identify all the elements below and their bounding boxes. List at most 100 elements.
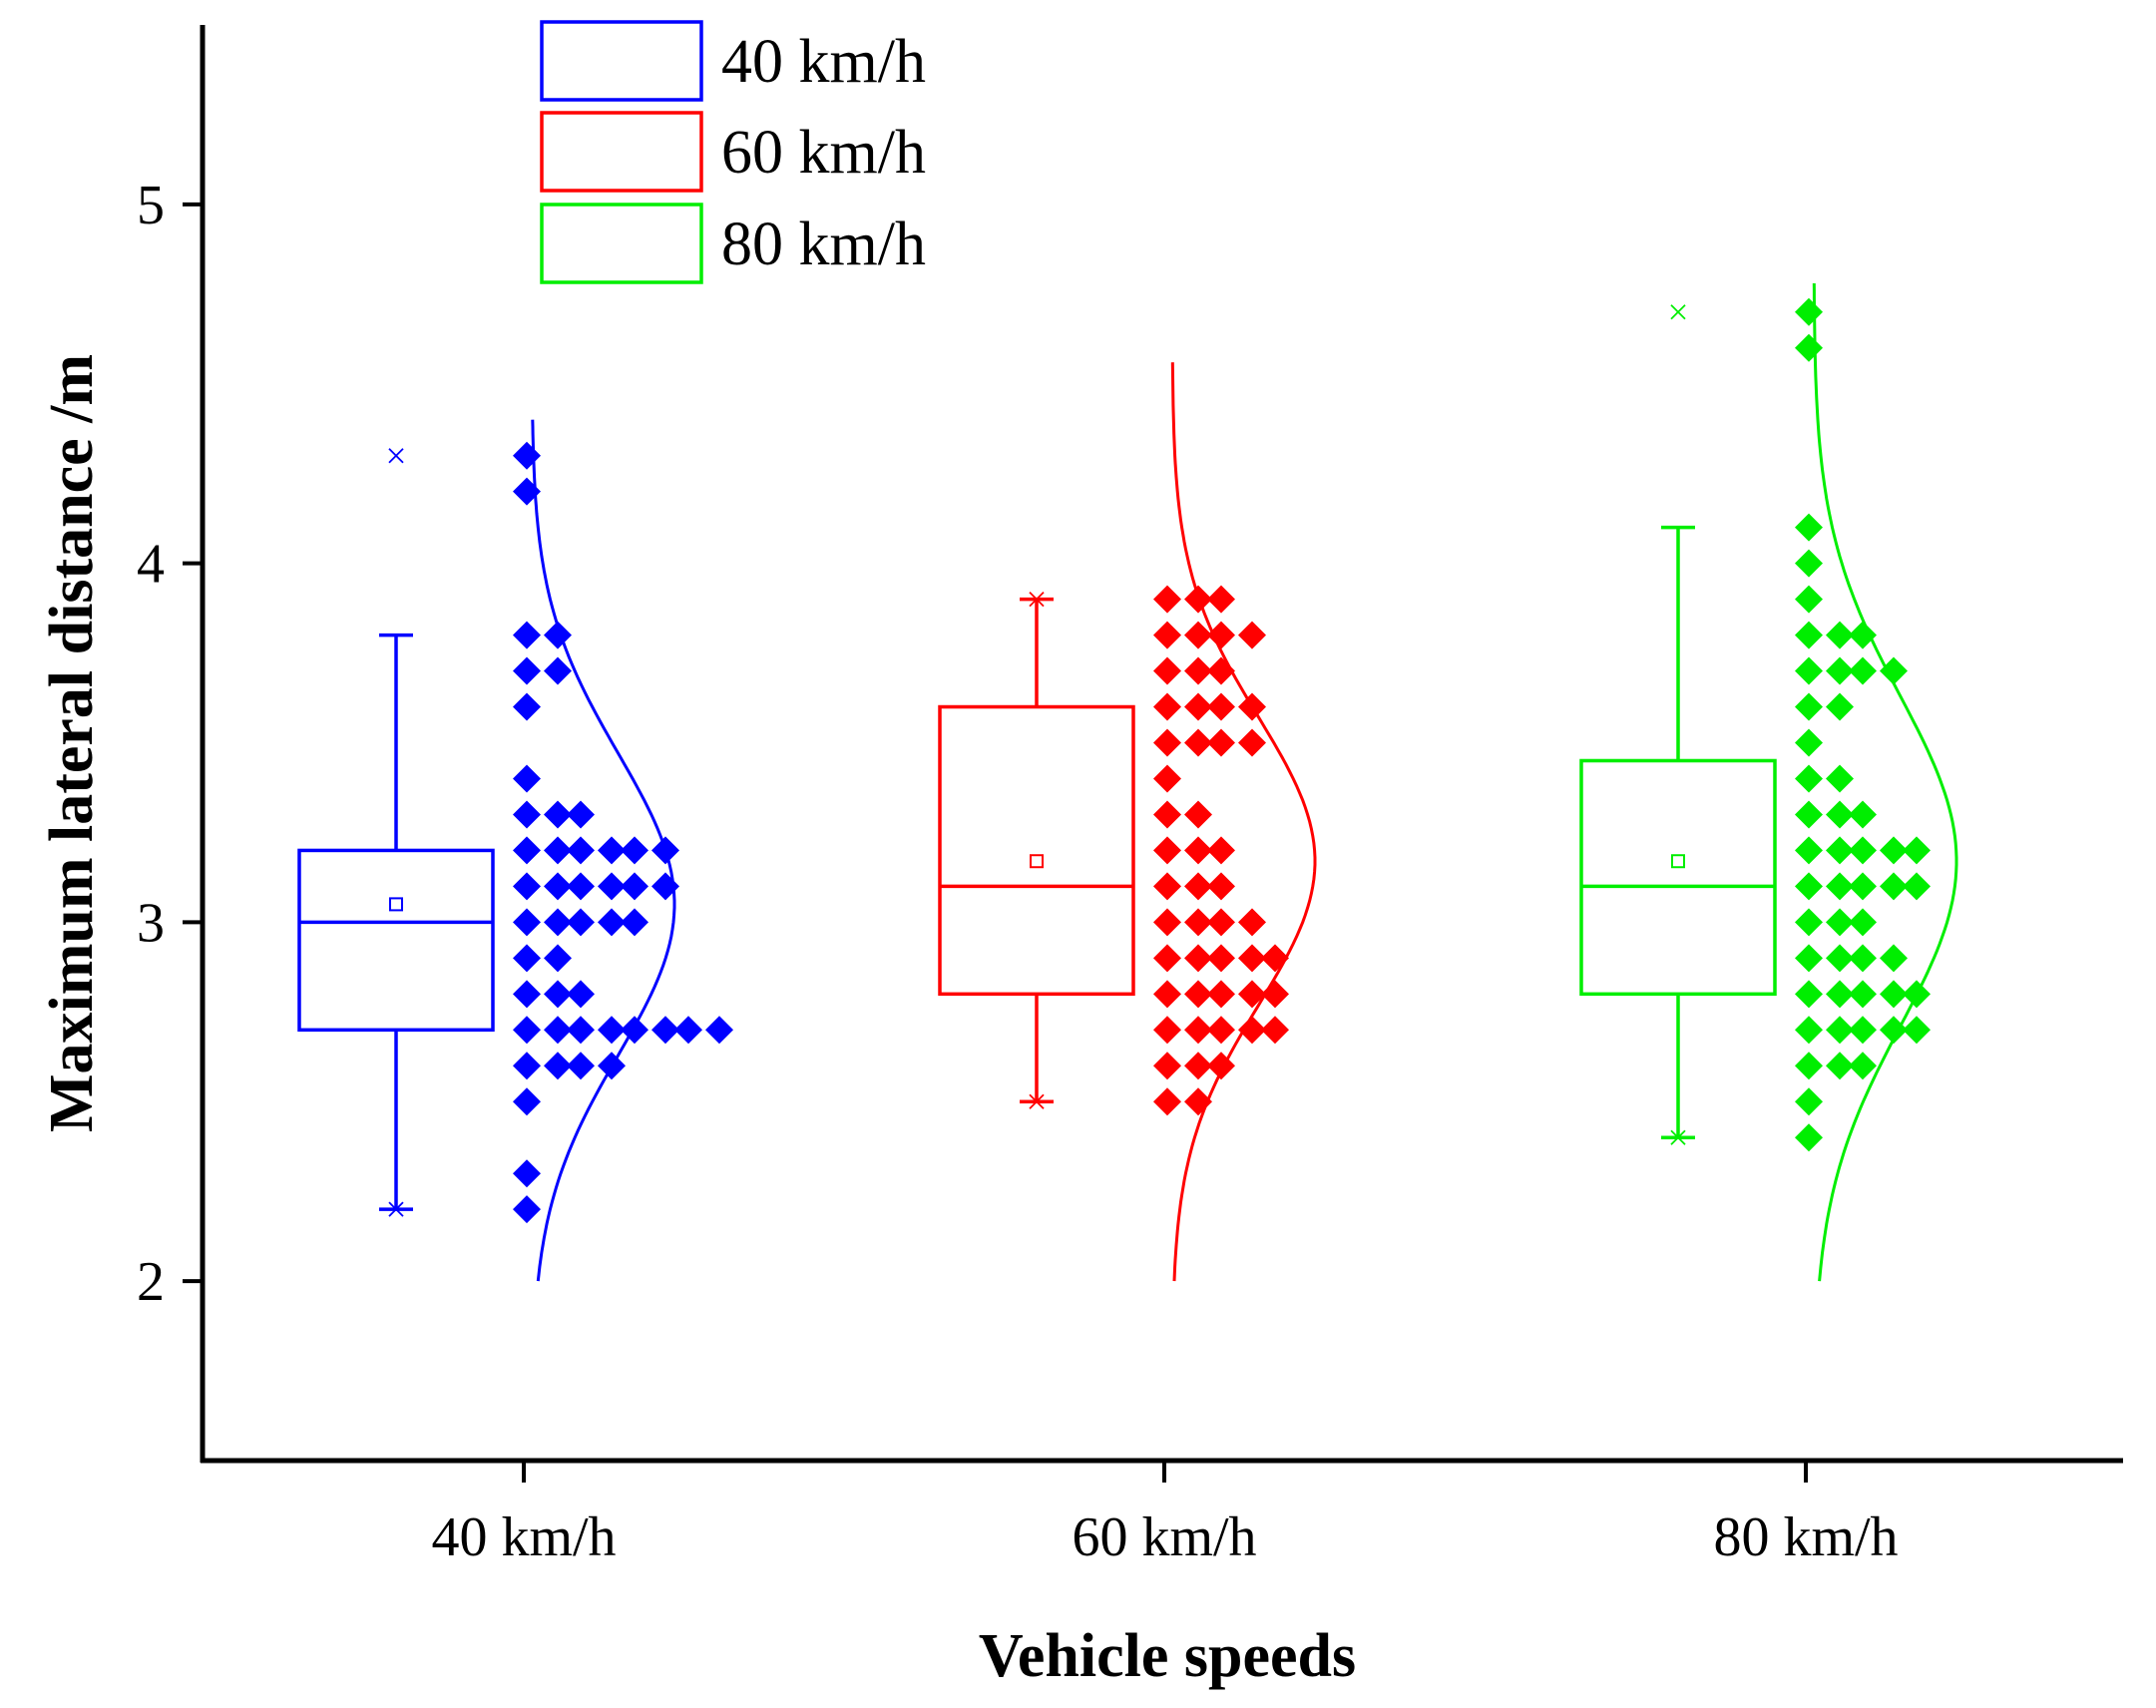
data-point	[1153, 1087, 1181, 1116]
data-point	[1238, 621, 1266, 649]
iqr-box	[297, 848, 495, 1033]
data-point	[513, 1052, 541, 1080]
data-point	[1184, 1087, 1212, 1116]
distribution-curve	[1170, 362, 1317, 1282]
data-point	[513, 1087, 541, 1116]
data-point	[567, 908, 595, 937]
x-tick-label-2: 60 km/h	[1072, 1506, 1256, 1568]
data-point	[544, 621, 572, 649]
data-point	[513, 908, 541, 937]
axes: Vehicle speeds Maximum lateral distance …	[38, 25, 2123, 1690]
data-point	[1849, 872, 1877, 901]
data-point	[1207, 692, 1235, 721]
data-point	[1238, 692, 1266, 721]
data-point	[1849, 1016, 1877, 1045]
series-3	[1579, 282, 1958, 1282]
mean-marker	[1030, 854, 1044, 869]
data-point	[544, 980, 572, 1009]
max-marker-stroke-b	[1029, 591, 1045, 608]
data-point	[1795, 908, 1823, 937]
data-point	[1238, 908, 1266, 937]
data-point	[567, 872, 595, 901]
data-point	[1849, 908, 1877, 937]
data-point	[598, 908, 626, 937]
data-point	[1880, 836, 1908, 865]
data-point	[1153, 692, 1181, 721]
data-point	[1795, 728, 1823, 757]
data-point	[1207, 908, 1235, 937]
data-point	[1153, 908, 1181, 937]
data-point	[1795, 549, 1823, 578]
data-point	[1795, 692, 1823, 721]
data-point	[1207, 585, 1235, 614]
data-point	[513, 836, 541, 865]
data-point	[1184, 836, 1212, 865]
data-point	[1880, 1016, 1908, 1045]
data-point	[544, 656, 572, 685]
data-point	[1153, 656, 1181, 685]
iqr-box	[938, 704, 1135, 997]
data-point	[1849, 800, 1877, 829]
data-point	[1153, 980, 1181, 1009]
data-point	[1207, 944, 1235, 973]
data-point	[1207, 728, 1235, 757]
data-point	[1184, 872, 1212, 901]
data-point	[621, 1016, 648, 1045]
data-point	[1880, 872, 1908, 901]
data-point	[567, 800, 595, 829]
data-point	[1153, 800, 1181, 829]
data-point	[1795, 944, 1823, 973]
data-point	[1849, 656, 1877, 685]
data-point	[1795, 764, 1823, 793]
data-point	[1849, 1052, 1877, 1080]
data-point	[1261, 980, 1289, 1009]
data-point	[513, 944, 541, 973]
max-marker	[388, 448, 404, 464]
min-marker-stroke-b	[1670, 1129, 1686, 1145]
data-point	[1795, 1123, 1823, 1152]
x-axis-title: Vehicle speeds	[979, 1622, 1356, 1690]
data-point	[1207, 656, 1235, 685]
data-point	[513, 441, 541, 470]
data-point	[1903, 836, 1931, 865]
data-point	[1795, 800, 1823, 829]
legend-swatch	[540, 111, 703, 193]
data-point	[1184, 1016, 1212, 1045]
data-point	[513, 1195, 541, 1224]
data-point	[1795, 1087, 1823, 1116]
data-point	[544, 908, 572, 937]
data-point	[1826, 764, 1854, 793]
x-tick-label-3: 80 km/h	[1713, 1506, 1898, 1568]
y-tick-label-3: 3	[137, 892, 165, 954]
data-point	[1880, 980, 1908, 1009]
data-point	[1826, 836, 1854, 865]
data-point	[544, 944, 572, 973]
data-point	[1826, 800, 1854, 829]
y-tick-label-2: 2	[137, 1251, 165, 1313]
data-point	[1826, 980, 1854, 1009]
x-tick-label-1: 40 km/h	[431, 1506, 616, 1568]
data-point	[544, 872, 572, 901]
data-point	[1153, 764, 1181, 793]
data-point	[1153, 1052, 1181, 1080]
data-point	[1238, 728, 1266, 757]
data-point	[513, 872, 541, 901]
data-point	[1826, 1052, 1854, 1080]
data-point	[1207, 621, 1235, 649]
legend-label: 80 km/h	[721, 211, 926, 278]
data-point	[1826, 908, 1854, 937]
data-point	[621, 872, 648, 901]
distribution-curve	[1812, 282, 1958, 1282]
data-point	[513, 800, 541, 829]
data-point	[1880, 656, 1908, 685]
legend-entry-2: 60 km/h	[540, 111, 926, 193]
data-point	[1153, 1016, 1181, 1045]
data-point	[1184, 944, 1212, 973]
legend-entry-1: 40 km/h	[540, 20, 926, 102]
data-point	[1795, 297, 1823, 326]
data-point	[651, 836, 679, 865]
data-point	[1795, 872, 1823, 901]
data-point	[1826, 656, 1854, 685]
y-tick-label-4: 4	[137, 534, 165, 596]
